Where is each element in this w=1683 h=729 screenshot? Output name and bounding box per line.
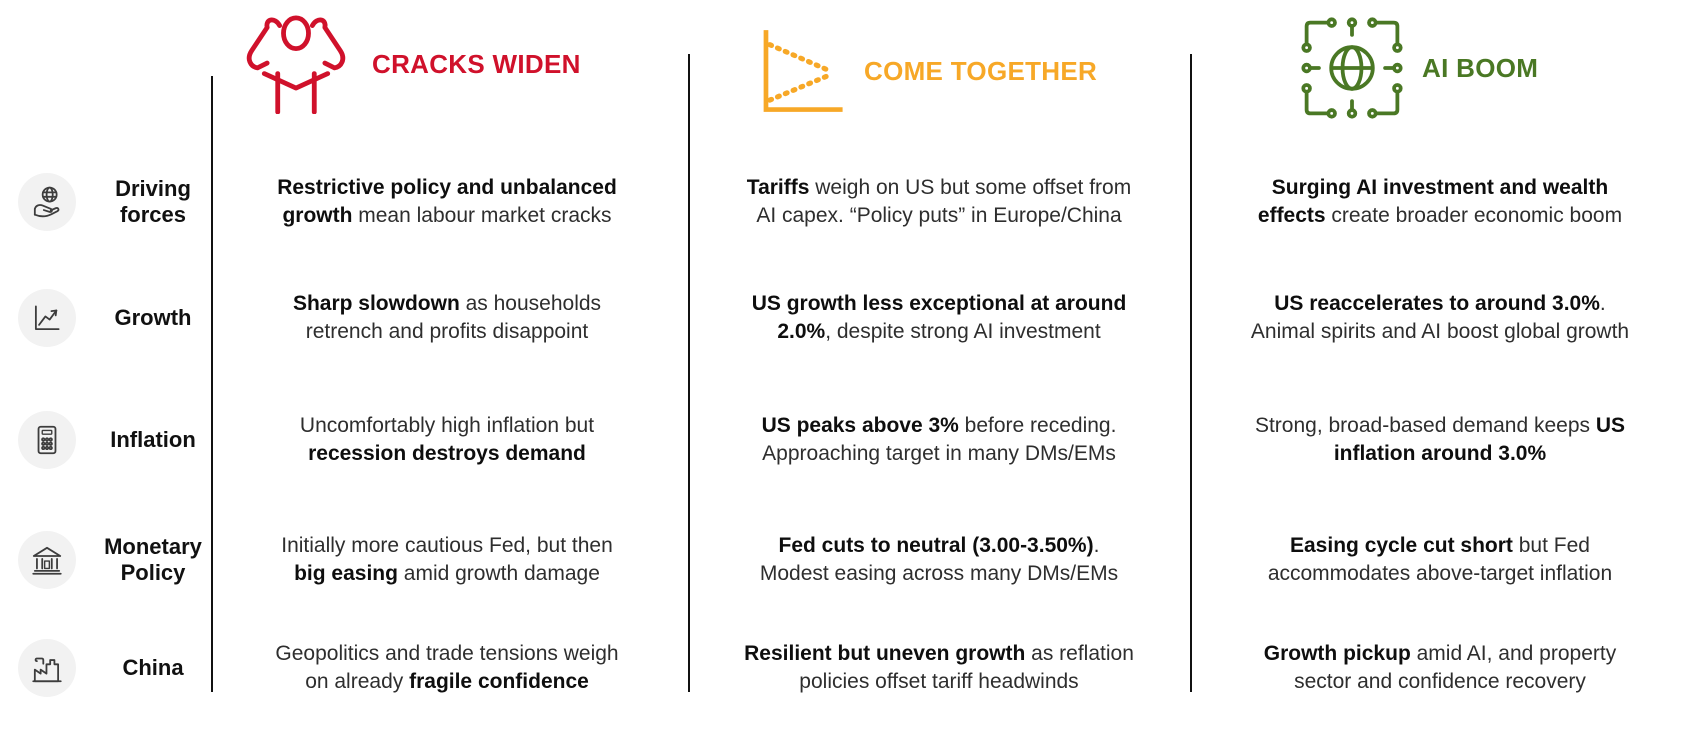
cell-driving-forces-come-together: Tariffs weigh on US but some offset from… bbox=[700, 157, 1178, 247]
cell-text: US growth less exceptional at around 2.0… bbox=[751, 292, 1127, 343]
scenario-title: CRACKS WIDEN bbox=[372, 48, 581, 79]
cell-text: Geopolitics and trade tensions weigh on … bbox=[275, 642, 619, 693]
row-label-text: Driving forces bbox=[115, 176, 191, 227]
cell-text: Surging AI investment and wealth effects… bbox=[1257, 176, 1623, 227]
cell-growth-cracks-widen: Sharp slowdown as households retrench an… bbox=[222, 273, 672, 363]
row-label-china: China bbox=[18, 630, 216, 706]
bank-icon bbox=[18, 531, 76, 589]
cell-monetary-policy-come-together: Fed cuts to neutral (3.00-3.50%). Modest… bbox=[700, 515, 1178, 605]
scenario-header-cracks-widen: CRACKS WIDEN bbox=[238, 14, 581, 114]
cell-text: Growth pickup amid AI, and property sect… bbox=[1263, 642, 1617, 693]
cell-text: US peaks above 3% before receding. Appro… bbox=[761, 414, 1117, 465]
growth-chart-icon bbox=[18, 289, 76, 347]
cell-growth-ai-boom: US reaccelerates to around 3.0%. Animal … bbox=[1202, 273, 1678, 363]
cell-driving-forces-ai-boom: Surging AI investment and wealth effects… bbox=[1202, 157, 1678, 247]
scenario-header-ai-boom: AI BOOM bbox=[1300, 16, 1538, 120]
hand-globe-icon bbox=[18, 173, 76, 231]
column-divider bbox=[688, 54, 690, 692]
cell-china-cracks-widen: Geopolitics and trade tensions weigh on … bbox=[222, 623, 672, 713]
cell-china-come-together: Resilient but uneven growth as reflation… bbox=[700, 623, 1178, 713]
row-label-growth: Growth bbox=[18, 280, 216, 356]
cell-driving-forces-cracks-widen: Restrictive policy and unbalanced growth… bbox=[222, 157, 672, 247]
row-label-inflation: Inflation bbox=[18, 402, 216, 478]
cell-text: Fed cuts to neutral (3.00-3.50%). Modest… bbox=[759, 534, 1119, 585]
cell-growth-come-together: US growth less exceptional at around 2.0… bbox=[700, 273, 1178, 363]
cell-china-ai-boom: Growth pickup amid AI, and property sect… bbox=[1202, 623, 1678, 713]
cell-text: Restrictive policy and unbalanced growth… bbox=[277, 176, 617, 227]
row-label-text: Growth bbox=[114, 305, 192, 331]
calculator-icon bbox=[18, 411, 76, 469]
row-label-text: Inflation bbox=[110, 427, 196, 453]
row-label-text: China bbox=[122, 655, 184, 681]
row-label-driving-forces: Driving forces bbox=[18, 164, 216, 240]
column-divider bbox=[1190, 54, 1192, 692]
cell-text: Initially more cautious Fed, but then bi… bbox=[281, 534, 613, 585]
cell-inflation-come-together: US peaks above 3% before receding. Appro… bbox=[700, 395, 1178, 485]
cell-monetary-policy-ai-boom: Easing cycle cut short but Fed accommoda… bbox=[1202, 515, 1678, 605]
ai-globe-circuit-icon bbox=[1300, 16, 1404, 120]
cell-inflation-ai-boom: Strong, broad-based demand keeps US infl… bbox=[1202, 395, 1678, 485]
scenario-header-come-together: COME TOGETHER bbox=[748, 24, 1097, 118]
cell-text: Easing cycle cut short but Fed accommoda… bbox=[1267, 534, 1613, 585]
cell-text: Sharp slowdown as households retrench an… bbox=[292, 292, 602, 343]
cell-text: US reaccelerates to around 3.0%. Animal … bbox=[1250, 292, 1630, 343]
scenario-title: COME TOGETHER bbox=[864, 55, 1098, 86]
cell-inflation-cracks-widen: Uncomfortably high inflation but recessi… bbox=[222, 395, 672, 485]
converging-forecast-chart-icon bbox=[748, 24, 846, 118]
row-label-text: Monetary Policy bbox=[104, 534, 202, 585]
cell-text: Uncomfortably high inflation but recessi… bbox=[299, 414, 595, 465]
cell-monetary-policy-cracks-widen: Initially more cautious Fed, but then bi… bbox=[222, 515, 672, 605]
cell-text: Tariffs weigh on US but some offset from… bbox=[746, 176, 1132, 227]
cell-text: Strong, broad-based demand keeps US infl… bbox=[1254, 414, 1626, 465]
stressed-person-icon bbox=[238, 14, 354, 114]
cell-text: Resilient but uneven growth as reflation… bbox=[744, 642, 1134, 693]
row-label-monetary-policy: Monetary Policy bbox=[18, 522, 216, 598]
factory-icon bbox=[18, 639, 76, 697]
scenario-title: AI BOOM bbox=[1422, 52, 1539, 83]
column-divider bbox=[211, 76, 213, 692]
